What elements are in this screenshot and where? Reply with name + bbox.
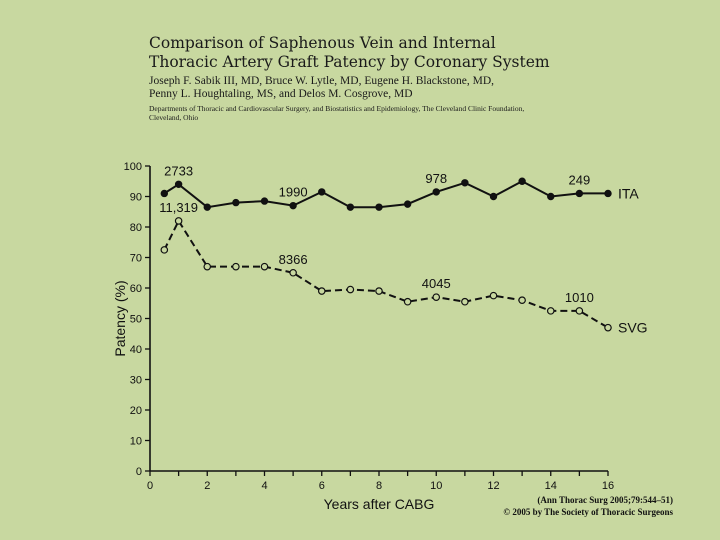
data-point-ita bbox=[346, 203, 355, 211]
data-point-svg bbox=[160, 246, 169, 254]
series-layer: ITA SVG bbox=[160, 177, 648, 336]
authors-line-2: Penny L. Houghtaling, MS, and Delos M. C… bbox=[149, 88, 413, 100]
y-tick-label: 60 bbox=[130, 283, 142, 295]
x-tick-label: 4 bbox=[261, 480, 267, 492]
n-at-risk-label: 4045 bbox=[422, 276, 451, 291]
y-axis-label: Patency (%) bbox=[112, 280, 128, 356]
data-point-ita bbox=[232, 198, 240, 207]
legend-label-svg: SVG bbox=[618, 320, 648, 336]
data-point-svg bbox=[203, 262, 212, 271]
n-at-risk-label: 2733 bbox=[164, 163, 193, 178]
data-point-svg bbox=[461, 297, 469, 306]
n-at-risk-label: 978 bbox=[425, 171, 447, 186]
data-point-svg bbox=[489, 291, 498, 300]
data-point-svg bbox=[604, 323, 612, 332]
n-at-risk-label: 1990 bbox=[279, 185, 308, 200]
data-point-ita bbox=[174, 180, 183, 189]
series-line-svg bbox=[163, 218, 609, 329]
data-point-ita bbox=[289, 201, 297, 210]
x-tick-label: 14 bbox=[545, 480, 557, 492]
y-tick-label: 80 bbox=[130, 222, 142, 234]
y-tick-label: 50 bbox=[130, 314, 142, 326]
data-point-svg bbox=[317, 287, 326, 295]
x-tick-label: 16 bbox=[602, 480, 614, 492]
title-line-1: Comparison of Saphenous Vein and Interna… bbox=[149, 34, 496, 52]
data-point-svg bbox=[289, 268, 297, 277]
x-tick-label: 0 bbox=[147, 480, 153, 492]
data-point-ita bbox=[260, 197, 269, 205]
data-point-ita bbox=[518, 177, 526, 185]
data-point-ita bbox=[489, 192, 498, 201]
data-point-ita bbox=[461, 179, 469, 187]
title: Comparison of Saphenous Vein and Interna… bbox=[149, 34, 689, 72]
citation-line-2: © 2005 by The Society of Thoracic Surgeo… bbox=[503, 507, 673, 517]
header: Comparison of Saphenous Vein and Interna… bbox=[149, 34, 689, 122]
authors-line-1: Joseph F. Sabik III, MD, Bruce W. Lytle,… bbox=[149, 75, 494, 87]
y-tick-label: 0 bbox=[136, 466, 142, 478]
series-line-ita bbox=[163, 180, 608, 209]
x-tick-label: 2 bbox=[204, 480, 210, 492]
data-point-svg bbox=[232, 262, 240, 271]
data-point-ita bbox=[160, 189, 169, 198]
title-line-2: Thoracic Artery Graft Patency by Coronar… bbox=[149, 53, 550, 71]
n-at-risk-label: 8366 bbox=[279, 252, 308, 267]
x-tick-label: 8 bbox=[376, 480, 382, 492]
x-axis-label: Years after CABG bbox=[324, 496, 435, 512]
data-point-ita bbox=[203, 203, 211, 211]
data-point-svg bbox=[546, 307, 555, 315]
y-tick-label: 70 bbox=[130, 253, 142, 265]
data-point-ita bbox=[604, 189, 612, 198]
data-point-svg bbox=[575, 307, 584, 315]
data-point-svg bbox=[346, 285, 355, 294]
y-tick-label: 90 bbox=[130, 192, 142, 204]
data-point-ita bbox=[375, 203, 383, 211]
affiliation: Departments of Thoracic and Cardiovascul… bbox=[149, 104, 525, 122]
authors: Joseph F. Sabik III, MD, Bruce W. Lytle,… bbox=[149, 75, 689, 101]
y-tick-label: 20 bbox=[130, 405, 142, 417]
data-point-ita bbox=[403, 200, 412, 208]
legend-label-ita: ITA bbox=[618, 185, 639, 201]
x-tick-label: 10 bbox=[430, 480, 442, 492]
y-tick-label: 100 bbox=[124, 161, 142, 173]
data-point-ita bbox=[318, 188, 326, 196]
data-point-svg bbox=[260, 262, 269, 271]
data-point-svg bbox=[375, 287, 383, 295]
data-point-svg bbox=[403, 297, 412, 306]
y-tick-label: 10 bbox=[130, 436, 142, 448]
data-point-svg bbox=[174, 217, 183, 225]
labels-layer: 2733 1990 978 249 11,319 8366 4045 1010 bbox=[159, 163, 594, 305]
n-at-risk-label: 249 bbox=[569, 172, 591, 187]
x-tick-label: 6 bbox=[319, 480, 325, 492]
n-at-risk-label: 11,319 bbox=[159, 200, 198, 215]
y-tick-label: 30 bbox=[130, 375, 142, 387]
data-point-svg bbox=[518, 296, 526, 305]
data-point-ita bbox=[547, 192, 555, 201]
axes: 0 10 20 30 40 50 60 70 80 90 100 0 2 4 6 8 10 12 14 16 bbox=[124, 161, 614, 492]
citation-line-1: (Ann Thorac Surg 2005;79:544–51) bbox=[537, 495, 673, 505]
n-at-risk-label: 1010 bbox=[565, 290, 594, 305]
data-point-ita bbox=[575, 189, 584, 198]
data-point-svg bbox=[432, 293, 441, 301]
citation: (Ann Thorac Surg 2005;79:544–51) © 2005 … bbox=[503, 494, 673, 518]
y-tick-label: 40 bbox=[130, 344, 142, 356]
x-tick-label: 12 bbox=[487, 480, 499, 492]
data-point-ita bbox=[432, 188, 440, 196]
